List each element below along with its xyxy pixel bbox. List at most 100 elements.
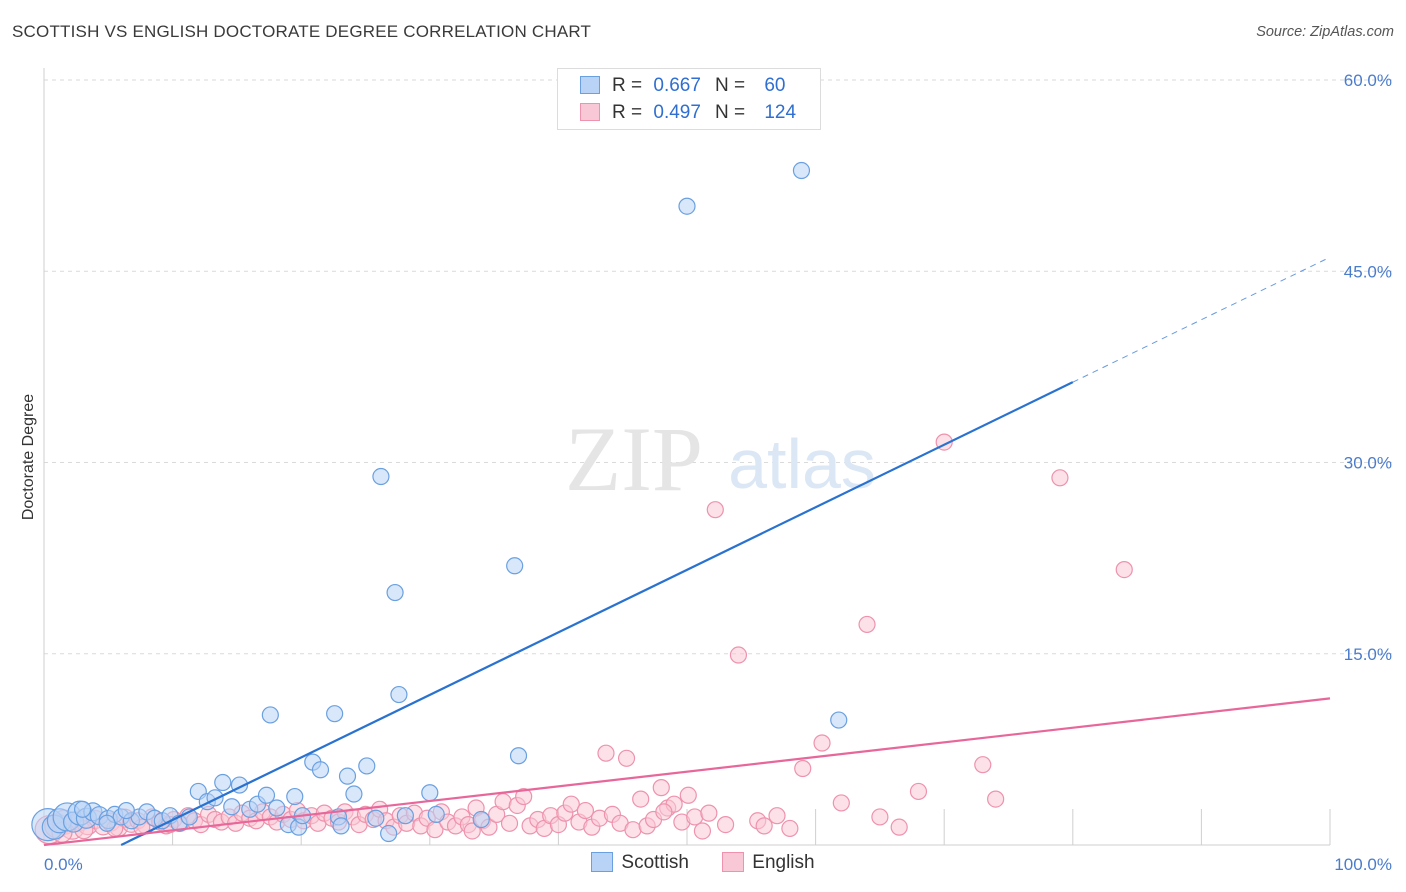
scottish-point [326, 705, 344, 723]
scottish-point [380, 824, 398, 843]
scottish-point [332, 817, 350, 835]
english-point [794, 759, 812, 778]
trend-lines [43, 256, 1331, 847]
english-trend-line [43, 697, 1331, 847]
english-point [463, 822, 481, 840]
english-swatch [580, 103, 600, 121]
english-point [974, 756, 992, 774]
watermark-zip: ZIP [565, 408, 703, 510]
english-point [632, 790, 650, 808]
scottish-point [268, 799, 286, 817]
legend-r-label: R = [612, 102, 643, 123]
english-point [909, 782, 928, 801]
legend-r-value: 0.497 [653, 102, 701, 123]
english-point [562, 795, 580, 813]
scottish-legend-swatch [591, 852, 614, 872]
scottish-point [214, 773, 232, 792]
y-tick-label: 60.0% [1344, 71, 1392, 90]
english-point [871, 808, 889, 826]
scottish-point [506, 557, 524, 575]
english-legend-label: English [752, 852, 815, 873]
english-point [679, 786, 697, 804]
scottish-point [338, 767, 357, 785]
scottish-point [367, 809, 385, 827]
legend-row-scottish: R = 0.667 N = 60 [580, 75, 785, 101]
english-point [768, 807, 786, 825]
scottish-point [257, 786, 276, 804]
english-point [987, 790, 1005, 808]
english-point [500, 814, 519, 832]
scottish-trend-extension [1072, 256, 1331, 383]
english-point [729, 646, 748, 664]
scottish-point [792, 161, 811, 180]
scottish-point [286, 787, 304, 806]
english-point [686, 808, 704, 826]
legend-n-label: N = [714, 75, 746, 96]
scottish-point [390, 685, 408, 704]
english-point [858, 615, 876, 634]
english-point [655, 803, 673, 821]
english-legend-swatch [722, 852, 745, 872]
watermark: ZIP atlas [565, 408, 876, 510]
x-tick-label: 0.0% [44, 855, 83, 874]
english-point [597, 744, 615, 762]
english-point [617, 749, 636, 767]
legend-n-value: 124 [764, 102, 797, 123]
series-legend: Scottish English [0, 852, 1406, 878]
english-point [813, 734, 831, 752]
scottish-point [386, 583, 404, 602]
legend-r-value: 0.667 [653, 75, 701, 96]
scottish-point [311, 761, 330, 779]
y-tick-label: 15.0% [1344, 645, 1392, 664]
english-point [716, 815, 735, 834]
scottish-point [396, 807, 414, 825]
legend-n-value: 60 [764, 75, 786, 96]
tick-labels: 15.0% 30.0% 45.0% 60.0% 0.0% 100.0% [44, 71, 1392, 874]
scottish-legend-label: Scottish [621, 852, 689, 873]
scottish-point [509, 747, 528, 765]
english-point [1115, 560, 1133, 579]
english-point [1051, 469, 1069, 487]
scottish-point [117, 801, 135, 820]
scottish-points [31, 161, 848, 843]
scottish-point [261, 706, 279, 724]
english-point [832, 794, 850, 812]
y-axis-label: Doctorate Degree [20, 394, 37, 520]
scottish-point [345, 785, 363, 803]
english-point [890, 818, 908, 836]
watermark-atlas: atlas [728, 425, 876, 503]
scottish-point [678, 197, 696, 215]
source-credit: Source: ZipAtlas.com [1256, 24, 1394, 40]
english-point [781, 819, 799, 838]
english-point [706, 501, 724, 519]
scottish-point [98, 814, 116, 832]
series-legend-english: English [722, 852, 815, 874]
english-point [576, 801, 595, 820]
y-tick-label: 45.0% [1344, 262, 1392, 281]
scottish-point [421, 784, 439, 802]
stats-legend: R = 0.667 N = 60 R = 0.497 N = 124 [557, 68, 821, 130]
scottish-trend-line [120, 381, 1074, 846]
legend-r-label: R = [612, 75, 643, 96]
scottish-point [372, 467, 390, 486]
scottish-point [427, 805, 445, 824]
scottish-point [830, 711, 848, 729]
legend-n-label: N = [714, 102, 746, 123]
gridlines [44, 79, 1392, 655]
series-legend-scottish: Scottish [591, 852, 689, 874]
english-point [624, 821, 642, 839]
english-point [700, 804, 718, 822]
english-point [515, 787, 533, 806]
scottish-point [223, 798, 241, 816]
y-tick-label: 30.0% [1344, 454, 1392, 473]
english-point [494, 793, 512, 811]
english-point [652, 779, 670, 797]
scottish-point [73, 800, 92, 818]
legend-row-english: R = 0.497 N = 124 [580, 102, 796, 128]
scottish-point [358, 757, 376, 775]
scottish-point [472, 810, 490, 829]
x-tick-label: 100.0% [1334, 855, 1392, 874]
scottish-swatch [580, 76, 600, 94]
english-point [755, 817, 773, 835]
